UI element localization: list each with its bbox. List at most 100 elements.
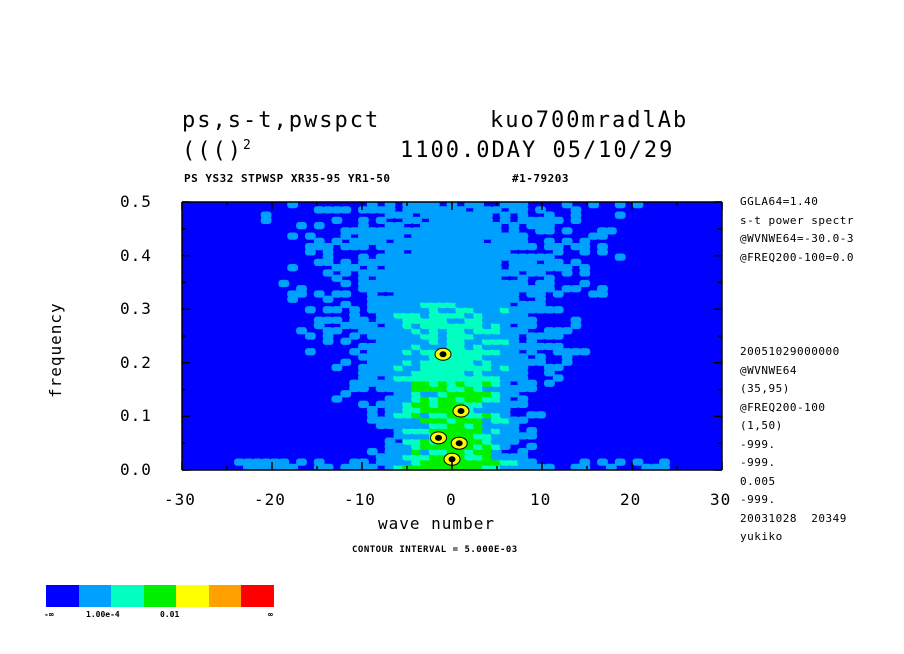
heatmap-cell bbox=[331, 206, 343, 214]
heatmap-cell bbox=[322, 316, 334, 324]
heatmap-cell bbox=[499, 269, 511, 277]
colorbar-segment bbox=[111, 585, 144, 607]
heatmap-cell bbox=[349, 332, 361, 340]
heatmap-cell bbox=[366, 405, 378, 414]
y-tick-label: 0.4 bbox=[120, 245, 152, 265]
heatmap-cell bbox=[331, 327, 343, 335]
heatmap-cell bbox=[304, 232, 316, 240]
heatmap-cell bbox=[597, 458, 608, 466]
heatmap-cell bbox=[597, 285, 608, 293]
heatmap-cell bbox=[526, 216, 538, 225]
heatmap-cell bbox=[490, 206, 502, 214]
heatmap-cell bbox=[517, 342, 529, 351]
peak-core bbox=[448, 456, 456, 463]
heatmap-cell bbox=[358, 269, 369, 277]
heatmap-cell bbox=[358, 363, 369, 372]
colorbar-label: ∞ bbox=[268, 610, 273, 619]
heatmap-cell bbox=[375, 216, 387, 225]
heatmap-cell bbox=[543, 253, 555, 261]
heatmap-cell bbox=[526, 411, 538, 419]
annotation-line: yukiko bbox=[740, 530, 783, 543]
heatmap-cell bbox=[366, 279, 378, 288]
heatmap-cell bbox=[490, 222, 502, 230]
heatmap-cell bbox=[561, 227, 573, 235]
heatmap-cell bbox=[597, 227, 608, 235]
heatmap-cell bbox=[552, 290, 564, 298]
heatmap-cell bbox=[322, 243, 334, 251]
chart-title: ps,s-t,pwspct bbox=[182, 108, 381, 133]
heatmap-cell bbox=[535, 353, 546, 361]
heatmap-cell bbox=[535, 342, 546, 351]
colorbar-segment bbox=[208, 585, 242, 607]
x-tick-label: 10 bbox=[530, 490, 552, 509]
colorbar-segment bbox=[46, 585, 79, 607]
heatmap-cell bbox=[543, 363, 555, 372]
subtitle-superscript: 2 bbox=[242, 138, 253, 153]
heatmap-cell bbox=[570, 206, 582, 214]
heatmap-cell bbox=[313, 237, 325, 246]
heatmap-cell bbox=[384, 295, 396, 303]
heatmap-cell bbox=[375, 227, 387, 235]
heatmap-cell bbox=[304, 332, 316, 340]
heatmap-cell bbox=[349, 348, 361, 356]
peak-core bbox=[439, 351, 447, 358]
annotation-line: GGLA64=1.40 bbox=[740, 195, 819, 208]
heatmap-cell bbox=[552, 216, 564, 225]
heatmap-cell bbox=[358, 253, 369, 261]
heatmap-cell bbox=[304, 306, 316, 314]
heatmap-cell bbox=[358, 342, 369, 351]
heatmap-cell bbox=[526, 442, 538, 450]
heatmap-cell bbox=[526, 379, 538, 387]
heatmap-cell bbox=[535, 216, 546, 225]
heatmap-cell bbox=[331, 237, 343, 246]
heatmap-cell bbox=[543, 211, 555, 219]
heatmap-cell bbox=[588, 202, 600, 209]
heatmap-cell bbox=[340, 321, 352, 330]
heatmap-cell bbox=[517, 416, 529, 424]
heatmap-cell bbox=[552, 342, 564, 351]
heatmap-cell bbox=[517, 447, 529, 456]
chart-subtitle-right: 1100.0DAY 05/10/29 bbox=[400, 138, 675, 163]
heatmap-cell bbox=[508, 400, 520, 408]
heatmap-cell bbox=[464, 211, 476, 219]
y-tick-label: 0.1 bbox=[120, 406, 152, 426]
heatmap-cell bbox=[358, 400, 369, 408]
heatmap-cell bbox=[543, 327, 555, 335]
heatmap-cell bbox=[322, 306, 334, 314]
x-tick-label: 0 bbox=[446, 490, 457, 509]
annotation-line: s-t power spectr bbox=[740, 213, 854, 227]
heatmap-cell bbox=[375, 379, 387, 387]
heatmap-cell bbox=[366, 447, 378, 456]
heatmap-cell bbox=[526, 285, 538, 293]
heatmap-cell bbox=[614, 458, 626, 466]
heatmap-cell bbox=[411, 202, 423, 209]
peak-core bbox=[455, 440, 463, 447]
heatmap-cell bbox=[366, 202, 378, 209]
heatmap-cell bbox=[287, 264, 299, 272]
heatmap-cell bbox=[579, 264, 591, 272]
heatmap-cell bbox=[508, 453, 520, 461]
heatmap-cell bbox=[526, 332, 538, 340]
heatmap-cell bbox=[552, 306, 564, 314]
heatmap-cell bbox=[499, 202, 511, 209]
heatmap-cell bbox=[340, 243, 352, 251]
heatmap-cell bbox=[517, 232, 529, 240]
x-tick-label: -10 bbox=[344, 490, 376, 509]
colorbar-label: 0.01 bbox=[160, 610, 180, 619]
heatmap-cell bbox=[402, 227, 414, 235]
heatmap-cell bbox=[561, 285, 573, 293]
heatmap-cell bbox=[366, 342, 378, 351]
heatmap-cell bbox=[588, 290, 600, 298]
y-axis-label: frequency bbox=[46, 302, 65, 398]
heatmap-cell bbox=[375, 253, 387, 261]
colorbar-label: 1.00e-4 bbox=[86, 610, 120, 619]
heatmap-cell bbox=[632, 202, 644, 209]
heatmap-cell bbox=[508, 222, 520, 230]
heatmap-cell bbox=[313, 290, 325, 298]
heatmap-cell bbox=[517, 353, 529, 361]
heatmap-cell bbox=[340, 227, 352, 235]
heatmap-cell bbox=[313, 458, 325, 466]
heatmap-cell bbox=[499, 211, 511, 219]
heatmap-cell bbox=[366, 463, 378, 470]
x-tick-label: 30 bbox=[710, 490, 732, 509]
